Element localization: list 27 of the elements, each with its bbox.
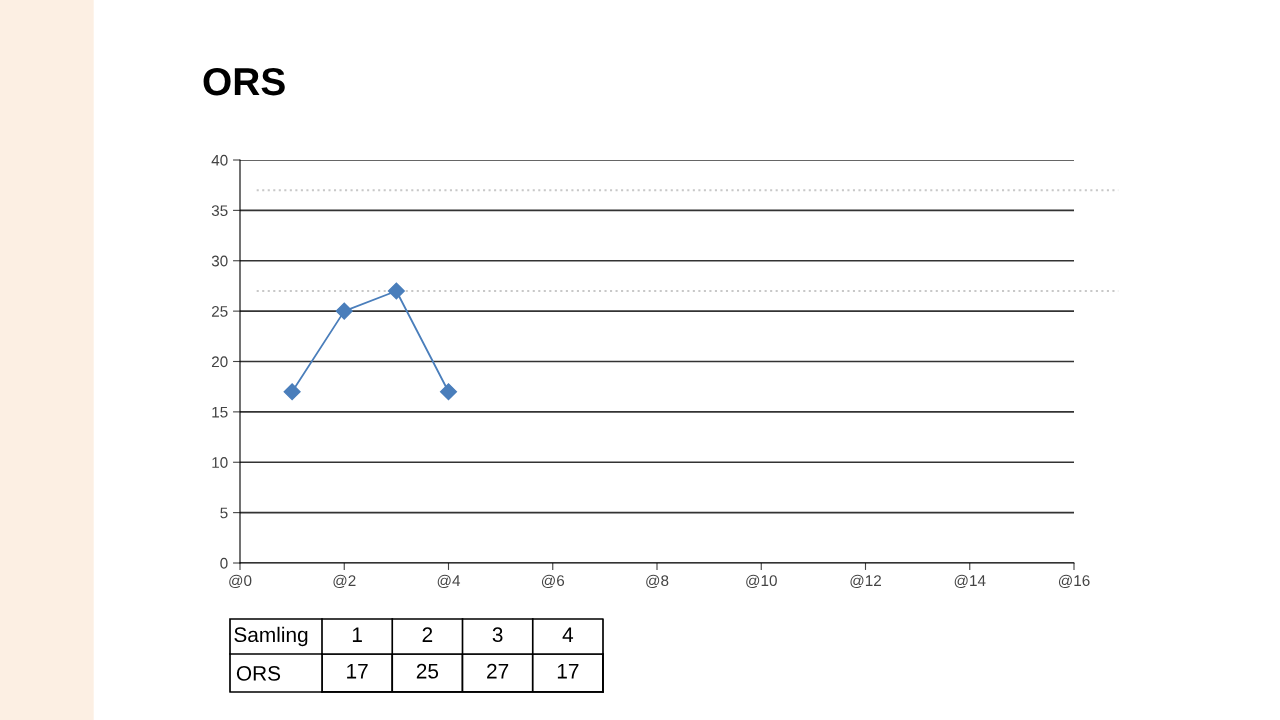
data-label: 17 bbox=[347, 664, 368, 679]
x-tick-label: @6 bbox=[541, 574, 565, 588]
x-tick-label: @2 bbox=[333, 574, 356, 588]
x-tick-label: @4 bbox=[437, 574, 461, 588]
x-tick-label: @8 bbox=[646, 574, 669, 588]
x-axis-title: Samling bbox=[234, 626, 308, 647]
y-tick-label: 25 bbox=[211, 305, 228, 317]
x-tick-label: @16 bbox=[1058, 574, 1090, 588]
y-tick-label: 20 bbox=[211, 356, 228, 368]
x-tick-label: 2 bbox=[422, 627, 433, 642]
y-tick-label: 35 bbox=[211, 205, 228, 217]
x-tick-label: @12 bbox=[850, 574, 881, 588]
data-label: 17 bbox=[557, 664, 579, 679]
y-tick-label: 15 bbox=[212, 406, 228, 418]
x-tick-label: 3 bbox=[492, 627, 503, 643]
x-tick-label: @14 bbox=[954, 574, 986, 588]
y-tick-label: 10 bbox=[212, 457, 228, 468]
x-tick-label: @0 bbox=[229, 574, 252, 588]
x-tick-label: @10 bbox=[746, 574, 777, 588]
y-tick-label: 0 bbox=[220, 557, 228, 569]
x-tick-label: 4 bbox=[562, 627, 574, 642]
x-tick-label: 1 bbox=[352, 627, 362, 642]
data-label: 25 bbox=[416, 663, 439, 679]
y-tick-label: 5 bbox=[220, 507, 228, 519]
data-label: 27 bbox=[487, 663, 509, 679]
y-tick-label: 30 bbox=[211, 255, 228, 267]
y-tick-label: 40 bbox=[211, 154, 228, 166]
